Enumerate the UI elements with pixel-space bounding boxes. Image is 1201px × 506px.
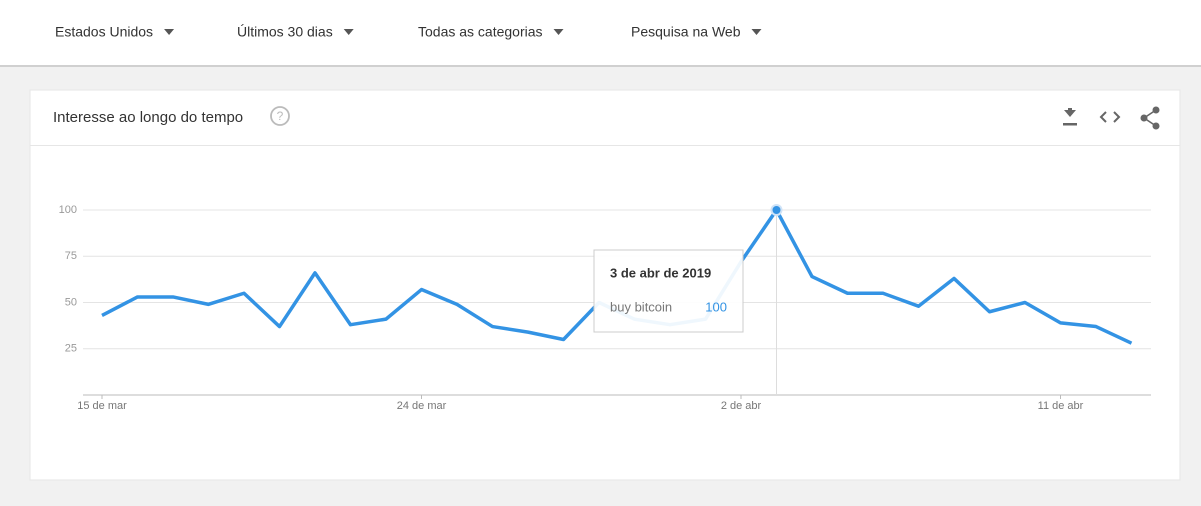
top-bar-shadow xyxy=(0,65,1201,67)
card-divider xyxy=(30,145,1180,146)
tooltip-value: 100 xyxy=(705,299,727,314)
filter-label[interactable]: Últimos 30 dias xyxy=(237,24,333,40)
filter-label[interactable]: Pesquisa na Web xyxy=(631,24,741,40)
share-icon[interactable] xyxy=(1140,106,1160,130)
y-tick-label: 75 xyxy=(65,250,77,262)
embed-icon[interactable] xyxy=(1099,111,1121,123)
y-tick-label: 25 xyxy=(65,343,77,355)
filter-label[interactable]: Todas as categorias xyxy=(418,24,543,40)
filter-label[interactable]: Estados Unidos xyxy=(55,24,153,40)
dropdown-arrow[interactable] xyxy=(553,29,564,35)
dropdown-arrow[interactable] xyxy=(164,29,175,35)
x-tick-label: 11 de abr xyxy=(1038,400,1084,412)
tooltip xyxy=(593,249,744,333)
card-title: Interesse ao longo do tempo xyxy=(53,109,243,126)
tooltip-series: buy bitcoin xyxy=(610,299,672,314)
x-tick-label: 15 de mar xyxy=(77,400,127,412)
y-tick-label: 100 xyxy=(59,204,77,216)
x-tick-label: 2 de abr xyxy=(721,400,762,412)
dropdown-arrow[interactable] xyxy=(751,29,762,35)
top-bar xyxy=(0,0,1201,65)
help-icon[interactable]: ? xyxy=(270,106,290,126)
tooltip-date: 3 de abr de 2019 xyxy=(610,265,711,280)
y-tick-label: 50 xyxy=(65,296,77,308)
svg-text:?: ? xyxy=(277,109,284,123)
x-tick-label: 24 de mar xyxy=(397,400,447,412)
hover-point xyxy=(770,204,783,216)
download-icon[interactable] xyxy=(1063,108,1077,126)
dropdown-arrow[interactable] xyxy=(343,29,354,35)
